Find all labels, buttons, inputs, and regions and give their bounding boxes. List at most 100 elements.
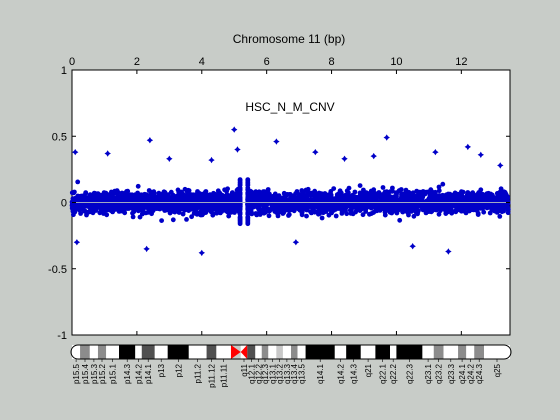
- band-label: p15.3: [90, 363, 99, 384]
- ideogram-band: [334, 345, 347, 359]
- data-point: [468, 194, 474, 200]
- data-point: [124, 191, 130, 197]
- data-point: [237, 205, 243, 211]
- data-point: [100, 194, 105, 200]
- data-point: [146, 137, 154, 144]
- band-label: q22.2: [389, 363, 398, 384]
- data-point: [281, 190, 287, 196]
- x-tick-label: 10: [390, 56, 402, 68]
- data-point: [135, 183, 141, 189]
- data-point: [449, 210, 455, 216]
- band-label: q24.1: [458, 363, 467, 384]
- band-label: q14.2: [337, 363, 346, 384]
- band-label: q11: [240, 363, 249, 376]
- data-point: [77, 207, 82, 213]
- data-point: [165, 207, 171, 213]
- ideogram-band: [255, 345, 262, 359]
- plot-area: HSC_N_M_CNV: [69, 69, 511, 336]
- data-point: [215, 193, 221, 199]
- data-point: [252, 194, 257, 200]
- data-point: [98, 206, 103, 212]
- data-point: [266, 193, 271, 199]
- data-point: [480, 194, 486, 200]
- data-point: [380, 185, 386, 190]
- ideogram-band: [396, 345, 423, 359]
- ideogram-band: [247, 345, 256, 359]
- ideogram-band: [443, 345, 459, 359]
- ideogram-band: [80, 345, 90, 359]
- data-point: [331, 186, 337, 192]
- x-tick-label: 6: [264, 56, 270, 68]
- data-point: [346, 185, 352, 191]
- data-point: [356, 197, 362, 202]
- data-point: [360, 212, 366, 218]
- band-label: q13.2: [276, 363, 285, 384]
- data-point: [405, 209, 410, 215]
- data-point: [452, 203, 458, 208]
- data-point: [186, 206, 192, 212]
- chromosome-ideogram: [70, 344, 512, 360]
- data-point: [83, 190, 89, 196]
- band-label: q21: [364, 363, 373, 377]
- data-point: [87, 202, 93, 207]
- data-point: [465, 190, 471, 195]
- data-point: [396, 203, 402, 209]
- data-point: [477, 151, 484, 158]
- data-point: [198, 249, 205, 257]
- data-point: [363, 190, 369, 196]
- band-label: q23.2: [435, 363, 444, 384]
- ideogram-outline: [70, 344, 512, 360]
- data-point: [104, 192, 110, 198]
- band-label: p11.12: [208, 363, 217, 387]
- data-point: [150, 199, 156, 205]
- data-point: [245, 205, 251, 211]
- x-tick-label: 4: [199, 56, 205, 68]
- data-point: [400, 202, 405, 208]
- data-point: [416, 197, 422, 203]
- data-point: [352, 189, 358, 195]
- ideogram-band: [390, 345, 397, 359]
- data-point: [445, 248, 452, 255]
- band-labels: p15.5 p15.4 p15.3 p15.2 p15.1 p14.3 p14.2 p14.1…: [72, 359, 502, 388]
- band-label: q23.3: [447, 363, 456, 384]
- data-point: [237, 187, 243, 192]
- ideogram-band: [466, 345, 475, 359]
- data-point: [297, 204, 302, 209]
- data-point: [120, 191, 126, 197]
- data-point: [417, 189, 423, 195]
- data-point: [440, 181, 446, 187]
- data-point: [158, 196, 163, 201]
- data-point: [398, 187, 404, 192]
- data-point: [315, 196, 321, 202]
- data-point: [458, 205, 464, 211]
- data-point: [169, 205, 175, 211]
- data-point: [315, 209, 321, 215]
- data-point: [75, 179, 81, 185]
- data-point: [474, 192, 480, 197]
- data-point: [292, 239, 300, 246]
- data-points: [69, 126, 511, 257]
- data-point: [265, 187, 271, 192]
- data-point: [262, 195, 267, 201]
- data-point: [411, 213, 417, 219]
- data-point: [390, 185, 395, 191]
- data-point: [163, 195, 169, 201]
- band-label: p15.5: [72, 363, 81, 384]
- data-point: [251, 201, 256, 206]
- ideogram-band: [206, 345, 217, 359]
- band-label: p15.2: [98, 363, 107, 384]
- data-point: [409, 202, 414, 207]
- data-point: [201, 205, 206, 211]
- data-point: [382, 209, 388, 215]
- data-point: [143, 245, 150, 253]
- data-point: [237, 219, 243, 225]
- data-point: [357, 208, 363, 214]
- data-point: [166, 155, 173, 162]
- data-point: [353, 205, 358, 210]
- data-point: [427, 207, 432, 213]
- data-point: [182, 186, 188, 192]
- data-point: [477, 204, 483, 209]
- data-point: [237, 190, 243, 196]
- band-label: p15.1: [109, 363, 118, 384]
- data-point: [334, 196, 340, 202]
